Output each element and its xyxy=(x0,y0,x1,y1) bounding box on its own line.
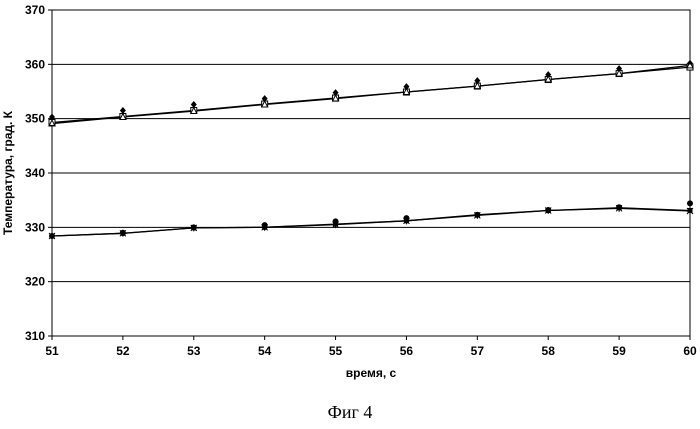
y-tick-label: 340 xyxy=(25,166,45,180)
y-axis-title: Температура, град. К xyxy=(1,110,15,235)
x-tick-label: 58 xyxy=(542,344,556,358)
y-tick-label: 310 xyxy=(25,329,45,343)
y-tick-label: 350 xyxy=(25,112,45,126)
figure-caption: Фиг 4 xyxy=(328,402,373,422)
x-axis-tick-labels: 51 52 53 54 55 56 57 58 59 60 xyxy=(45,336,697,358)
y-tick-label: 320 xyxy=(25,275,45,289)
x-tick-label: 51 xyxy=(45,344,59,358)
x-tick-label: 54 xyxy=(258,344,272,358)
series-markers xyxy=(49,60,693,240)
x-tick-label: 52 xyxy=(116,344,130,358)
x-tick-label: 60 xyxy=(683,344,697,358)
series-6-line xyxy=(52,208,690,236)
series-lines xyxy=(52,65,690,236)
x-tick-label: 59 xyxy=(612,344,626,358)
x-tick-label: 56 xyxy=(400,344,414,358)
x-tick-label: 57 xyxy=(471,344,485,358)
grid-lines xyxy=(52,10,690,336)
y-tick-label: 330 xyxy=(25,220,45,234)
y-axis-tick-labels: 310 320 330 340 350 360 370 xyxy=(25,3,52,343)
x-axis-title: время, с xyxy=(346,366,397,380)
x-tick-label: 53 xyxy=(187,344,201,358)
y-tick-label: 370 xyxy=(25,3,45,17)
series-4-point xyxy=(687,200,693,206)
y-tick-label: 360 xyxy=(25,57,45,71)
x-tick-label: 55 xyxy=(329,344,343,358)
